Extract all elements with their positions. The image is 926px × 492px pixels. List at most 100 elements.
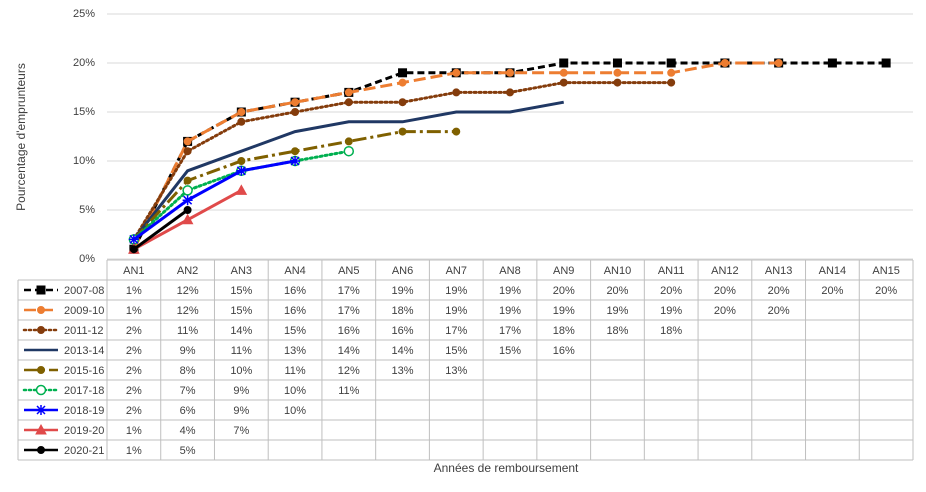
marker (291, 147, 300, 156)
marker (720, 59, 729, 67)
marker (291, 98, 300, 107)
series (129, 59, 783, 254)
series (132, 100, 565, 241)
table-value: 5% (180, 445, 196, 457)
marker (181, 213, 194, 225)
marker (613, 68, 622, 77)
marker (236, 165, 247, 176)
table-value: 16% (284, 305, 306, 317)
table-value: 20% (606, 285, 628, 297)
marker (182, 195, 193, 206)
x-tick-label: AN9 (553, 265, 574, 277)
table-value: 13% (284, 345, 306, 357)
x-tick-label: AN12 (711, 265, 739, 277)
table-value: 15% (230, 305, 252, 317)
marker (559, 68, 568, 77)
table-value: 1% (126, 305, 142, 317)
marker (36, 285, 46, 295)
table-value: 9% (180, 345, 196, 357)
table-value: 20% (714, 285, 736, 297)
x-tick-label: AN3 (231, 265, 252, 277)
table-value: 8% (180, 365, 196, 377)
marker (344, 137, 353, 146)
table-value: 19% (445, 285, 467, 297)
x-tick-label: AN15 (872, 265, 900, 277)
table-value: 14% (392, 345, 414, 357)
table-value: 16% (338, 325, 360, 337)
table-value: 20% (768, 285, 790, 297)
table-value: 20% (821, 285, 843, 297)
table-value: 18% (606, 325, 628, 337)
marker (881, 58, 891, 68)
marker (291, 108, 300, 116)
table-value: 2% (126, 385, 142, 397)
marker (37, 326, 45, 334)
marker (667, 68, 676, 77)
table-value: 20% (553, 285, 575, 297)
marker (344, 98, 353, 107)
series-line (132, 208, 189, 251)
series (128, 156, 301, 245)
x-tick-label: AN10 (604, 265, 632, 277)
table-value: 13% (445, 365, 467, 377)
marker (666, 58, 676, 68)
marker (182, 185, 193, 196)
x-tick-label: AN1 (123, 265, 144, 277)
table-value: 1% (126, 285, 142, 297)
x-tick-label: AN2 (177, 265, 198, 277)
marker (183, 176, 192, 185)
marker (37, 366, 45, 374)
table-value: 6% (180, 405, 196, 417)
table-value: 15% (499, 345, 521, 357)
marker (183, 147, 192, 156)
table-value: 15% (284, 325, 306, 337)
marker (183, 137, 192, 146)
table-value: 1% (126, 445, 142, 457)
table-value: 11% (177, 325, 198, 337)
marker (35, 423, 47, 435)
marker (613, 78, 622, 87)
x-tick-label: AN8 (499, 265, 520, 277)
table-value: 2% (126, 345, 142, 357)
marker (398, 127, 407, 136)
marker (36, 405, 46, 415)
marker (827, 58, 837, 68)
marker (398, 78, 407, 87)
marker (398, 98, 407, 107)
y-tick-label: 10% (73, 155, 95, 167)
legend-label: 2013-14 (64, 345, 104, 357)
marker (129, 245, 138, 254)
table-value: 12% (338, 365, 360, 377)
table-value: 19% (553, 305, 575, 317)
table-value: 20% (714, 305, 736, 317)
y-tick-label: 15% (73, 106, 95, 118)
series-line (132, 159, 296, 241)
marker (506, 88, 514, 97)
marker (35, 384, 47, 396)
table-value: 10% (284, 405, 306, 417)
marker (612, 58, 622, 68)
table-value: 9% (233, 405, 249, 417)
marker (452, 88, 461, 97)
table-value: 2% (126, 325, 142, 337)
table-value: 16% (553, 345, 575, 357)
marker (452, 127, 461, 136)
marker (237, 157, 246, 165)
table-value: 16% (392, 325, 414, 337)
table-value: 15% (230, 285, 252, 297)
legend-label: 2020-21 (64, 445, 104, 457)
table-value: 10% (284, 385, 306, 397)
x-tick-label: AN11 (658, 265, 685, 277)
marker (128, 234, 139, 245)
table-value: 19% (606, 305, 628, 317)
table-value: 19% (499, 305, 521, 317)
table-value: 19% (445, 305, 467, 317)
marker (237, 117, 246, 126)
table-value: 16% (284, 285, 306, 297)
table-value: 18% (553, 325, 575, 337)
table-value: 14% (338, 345, 360, 357)
series (129, 206, 192, 254)
table-value: 17% (338, 285, 360, 297)
table-value: 11% (284, 365, 305, 377)
x-tick-label: AN7 (446, 265, 467, 277)
